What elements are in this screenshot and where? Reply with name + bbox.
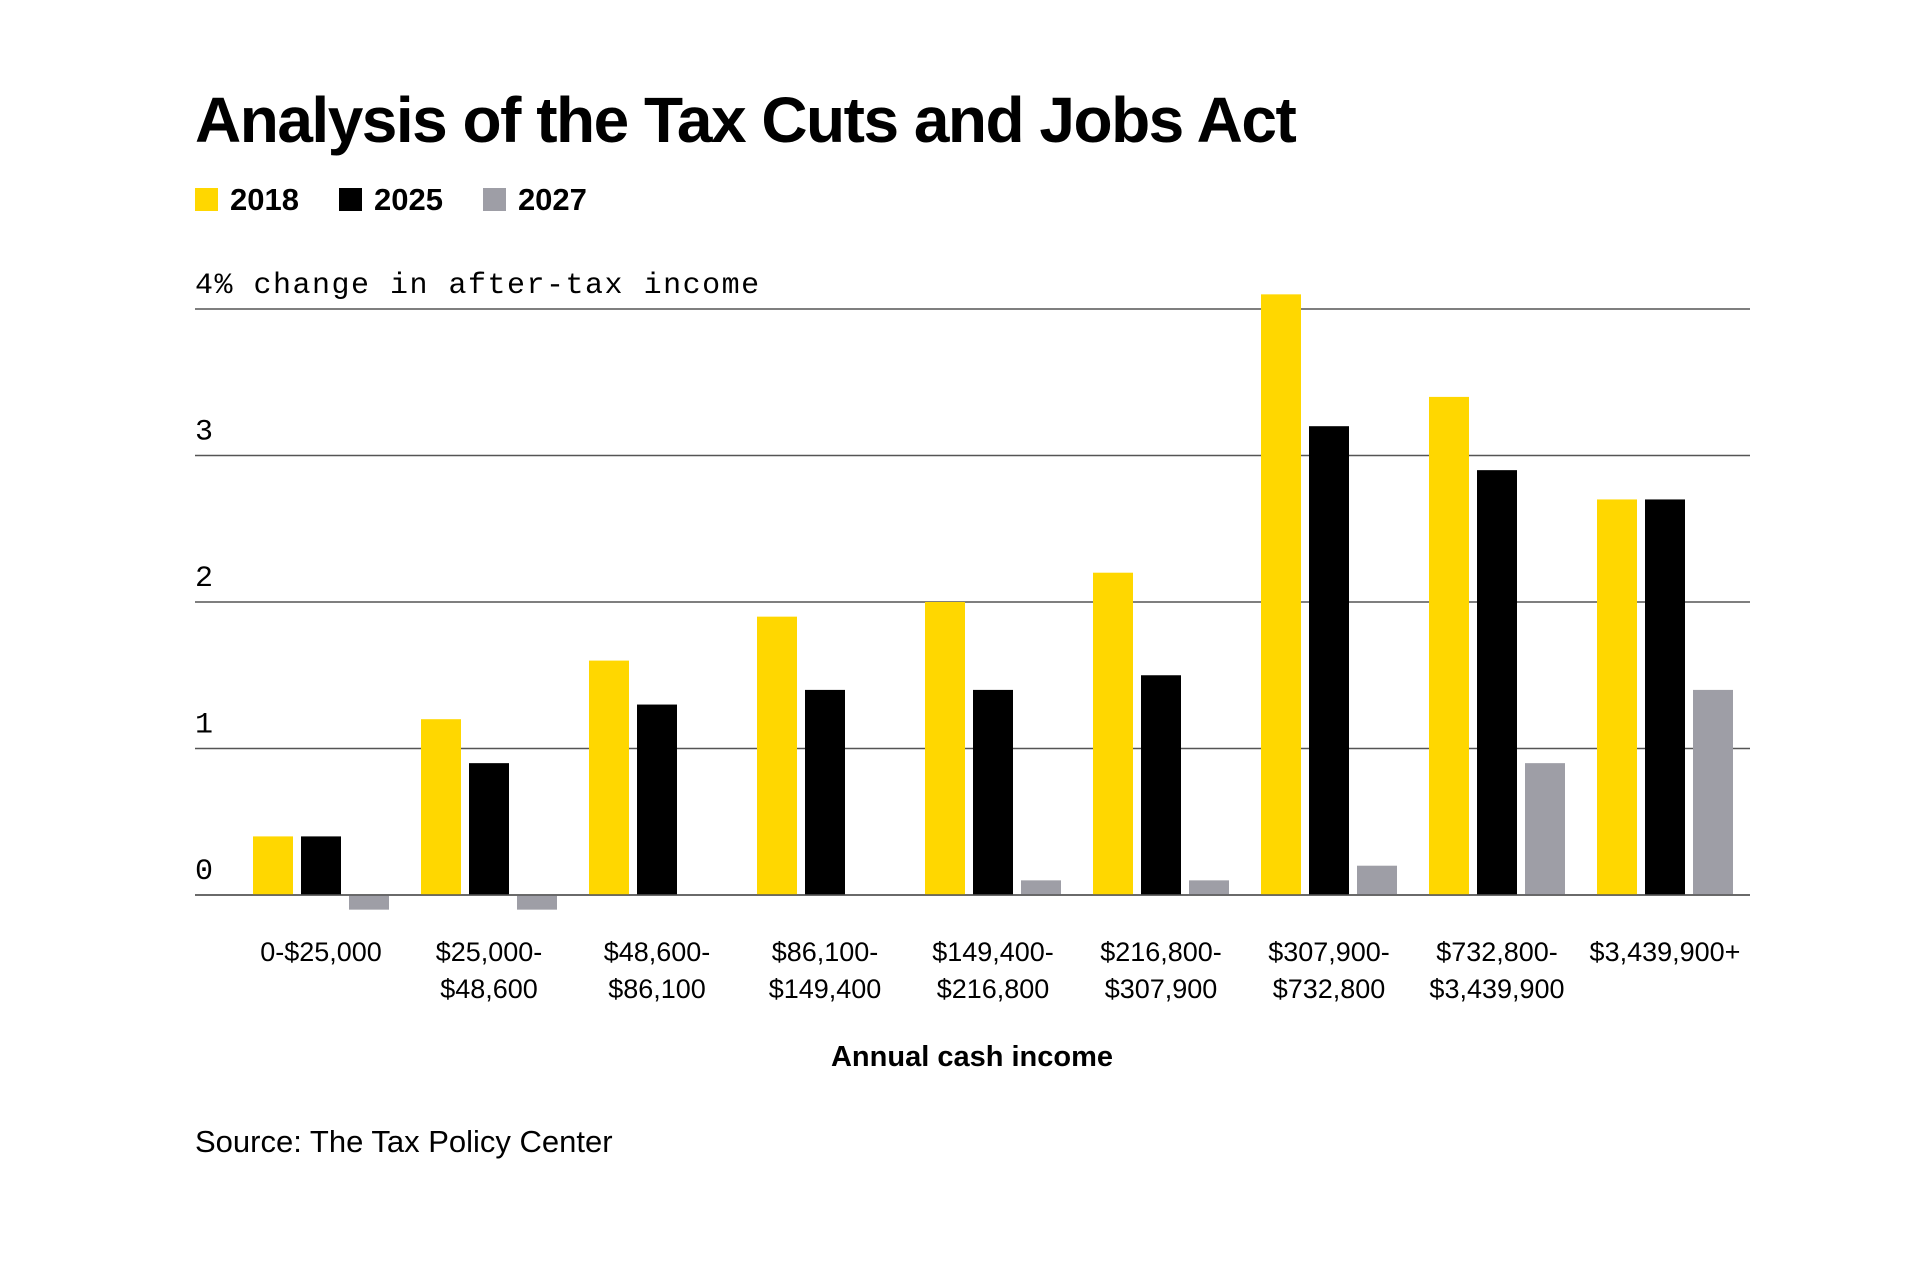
bar-2018-4 [925,602,965,895]
bar-2025-1 [469,763,509,895]
legend-item-2027: 2027 [482,182,587,217]
chart-legend: 2018 2025 2027 [195,184,587,215]
x-tick-label: $86,100- [772,937,879,967]
x-tick-label: $732,800- [1436,937,1558,967]
bar-2025-4 [973,689,1013,895]
x-tick-label: $732,800 [1273,974,1386,1004]
y-tick-label: 1 [195,709,213,743]
bar-2025-6 [1309,426,1349,895]
bar-2025-7 [1477,470,1517,895]
y-tick-label: 4% change in after-tax income [195,269,761,303]
x-tick-label: 0-$25,000 [260,937,382,967]
y-tick-label: 2 [195,562,213,596]
x-tick-label: $216,800 [937,974,1050,1004]
bar-2025-0 [301,836,341,895]
bar-2018-3 [757,616,797,895]
legend-swatch-2027 [482,188,506,211]
x-tick-label: $307,900 [1105,974,1218,1004]
legend-label-2025: 2025 [373,182,443,217]
bar-2027-7 [1525,763,1565,895]
bar-2018-0 [253,836,293,895]
x-tick-label: $149,400 [769,974,882,1004]
x-axis-label: Annual cash income [831,1041,1113,1073]
bar-2018-7 [1429,396,1469,895]
x-tick-label: $3,439,900 [1429,974,1564,1004]
chart-title: Analysis of the Tax Cuts and Jobs Act [195,84,1297,156]
x-tick-label: $307,900- [1268,937,1390,967]
bar-2018-1 [421,719,461,895]
bar-2018-6 [1261,294,1301,896]
y-tick-label: 0 [195,855,213,889]
x-tick-label: $149,400- [932,937,1054,967]
legend-item-2018: 2018 [195,184,299,215]
bar-2027-0 [349,895,389,910]
x-tick-label: $48,600- [604,937,711,967]
x-tick-label: $25,000- [436,937,543,967]
bar-2027-6 [1357,865,1397,895]
legend-swatch-2018 [195,188,218,211]
bar-2027-1 [517,895,557,910]
bar-2018-2 [589,660,629,895]
legend-item-2025: 2025 [338,182,443,217]
legend-label-2027: 2027 [517,182,587,217]
y-tick-label: 3 [195,416,213,450]
legend-label-2018: 2018 [230,182,299,217]
x-tick-label: $86,100 [608,974,706,1004]
bar-2025-5 [1141,675,1181,895]
bar-2025-3 [805,689,845,895]
source-note: Source: The Tax Policy Center [195,1124,613,1159]
bar-2027-5 [1189,880,1229,895]
bar-2027-8 [1693,689,1733,895]
bar-2018-8 [1597,499,1637,895]
bar-2027-4 [1021,880,1061,895]
bar-2018-5 [1093,572,1133,895]
x-tick-label: $48,600 [440,974,538,1004]
x-tick-label: $216,800- [1100,937,1222,967]
legend-swatch-2025 [338,188,362,211]
x-tick-label: $3,439,900+ [1590,937,1741,967]
bar-2025-2 [637,704,677,895]
bar-2025-8 [1645,499,1685,895]
